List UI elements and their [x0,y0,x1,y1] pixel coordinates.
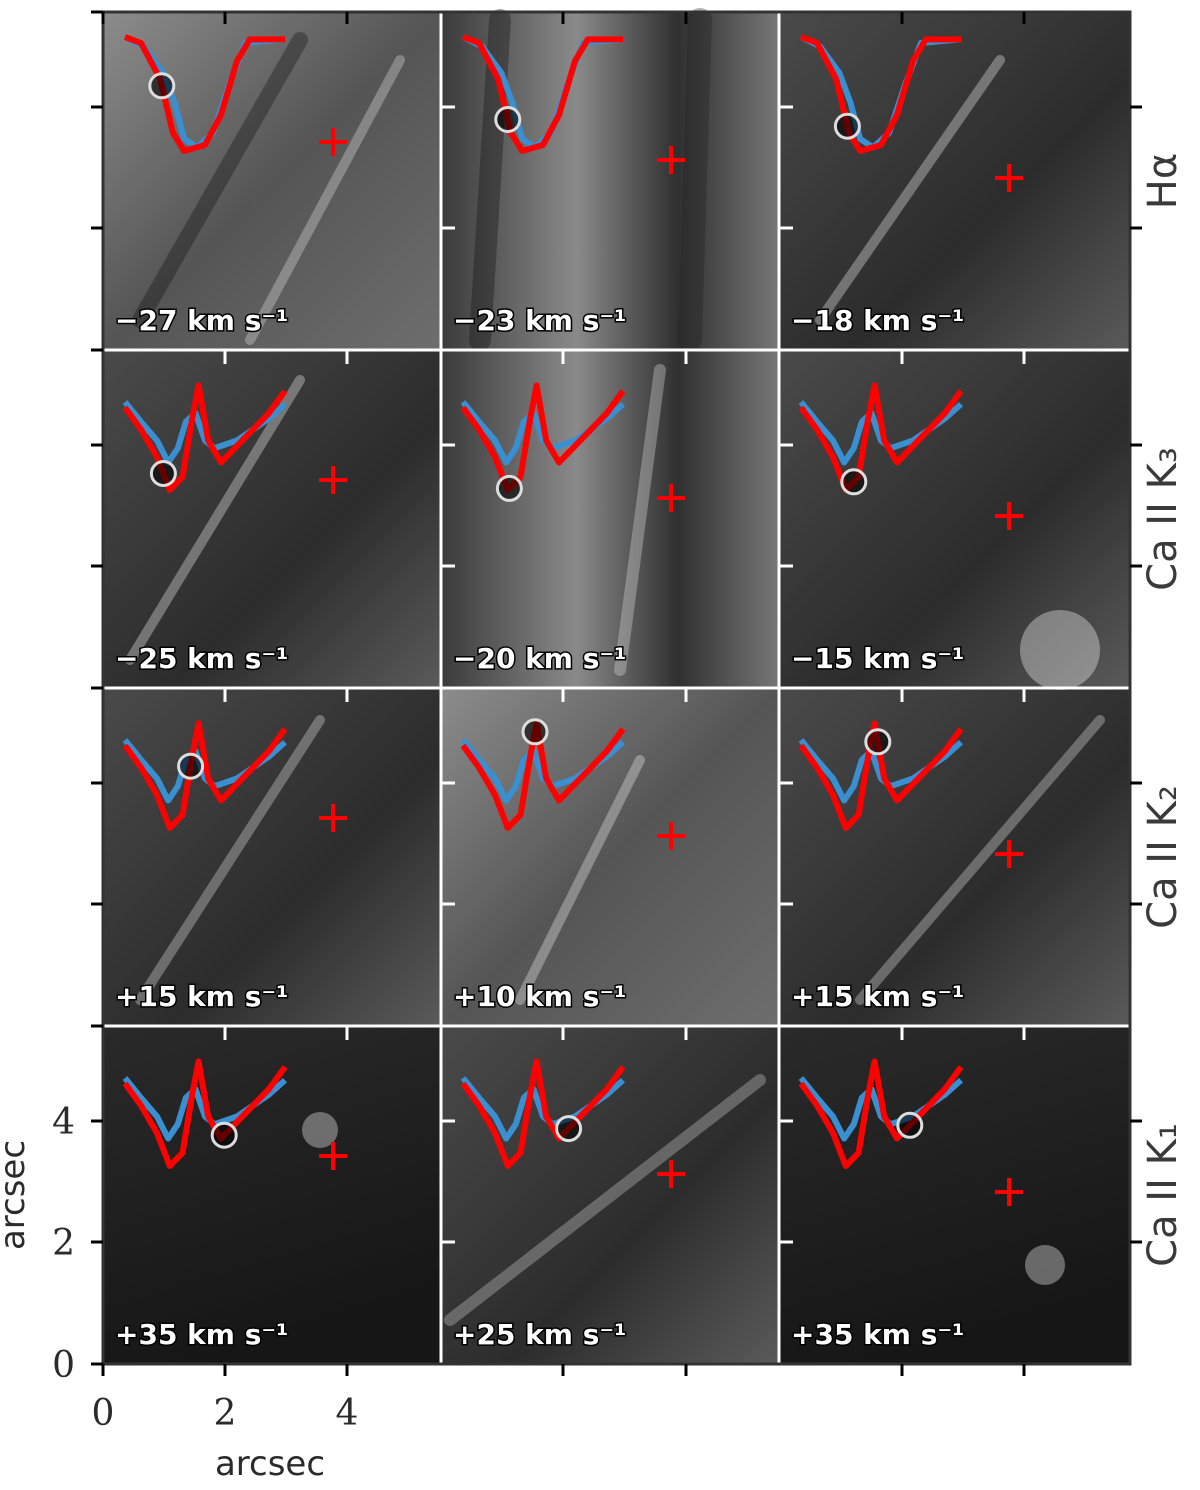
position-marker-plus [319,804,347,832]
red-profile-line [461,34,623,154]
red-profile-line [122,382,288,493]
wavelength-marker-circle [494,106,522,133]
position-marker-plus [995,164,1023,192]
velocity-label: −25 km s⁻¹ [115,642,288,675]
position-marker-plus [657,484,685,512]
position-marker-plus [657,822,685,850]
inner-ticks [223,105,1026,1244]
panel-r2c1-image [103,350,441,688]
red-profile-line [122,1058,288,1169]
row-label-h-alpha: Hα [1140,153,1186,209]
wavelength-marker-circle [210,1121,238,1149]
red-profile-line [798,382,964,493]
row-label-ca-k3: Ca II K₃ [1140,447,1186,591]
panel-overlays: −27 km s⁻¹ −23 km s⁻¹ −18 km s⁻¹ −25 km s⁻¹… [114,34,1023,1353]
wavelength-marker-circle [864,728,892,756]
velocity-label: −15 km s⁻¹ [791,642,964,675]
position-marker-plus [995,502,1023,530]
velocity-label: +10 km s⁻¹ [453,980,626,1013]
wavelength-marker-circle [149,460,177,487]
y-tick-label-0: 0 [52,1345,75,1386]
velocity-label: −23 km s⁻¹ [453,304,626,337]
position-marker-plus [995,840,1023,868]
wavelength-marker-circle [177,752,205,780]
wavelength-marker-circle [495,474,523,502]
red-profile-line [460,382,626,493]
velocity-label: −18 km s⁻¹ [791,304,964,337]
red-profile-line [798,720,964,831]
position-marker-plus [319,1142,347,1170]
panel-r4c1-image [103,1026,441,1364]
wavelength-marker-circle [840,468,868,496]
y-tick-label-4: 4 [52,1102,75,1143]
axis-tick-labels: 0 2 4 0 2 4 [52,1102,358,1434]
velocity-label: −20 km s⁻¹ [453,642,626,675]
position-marker-plus [657,1160,685,1188]
x-axis-title: arcsec [215,1444,325,1484]
velocity-label: +35 km s⁻¹ [115,1318,288,1351]
row-labels: Hα Ca II K₃ Ca II K₂ Ca II K₁ [1140,153,1186,1267]
wavelength-marker-circle [148,72,176,100]
wavelength-marker-circle [833,112,861,140]
velocity-label: +25 km s⁻¹ [453,1318,626,1351]
position-marker-plus [319,128,347,156]
x-tick-label-0: 0 [92,1393,115,1434]
red-profile-line [122,720,288,831]
velocity-label: +35 km s⁻¹ [791,1318,964,1351]
panel-r3c2-image [441,688,779,1026]
position-marker-plus [995,1178,1023,1206]
red-profile-line [123,34,285,154]
outer-ticks [91,10,1142,1376]
panel-separators [103,12,1130,1364]
red-profile-line [460,1058,626,1169]
velocity-label: +15 km s⁻¹ [791,980,964,1013]
y-axis-title: arcsec [0,1140,33,1250]
red-profile-line [798,1058,964,1169]
x-tick-label-2: 2 [214,1393,237,1434]
velocity-label: +15 km s⁻¹ [115,980,288,1013]
position-marker-plus [657,146,685,174]
panel-r2c2-image [441,350,779,688]
velocity-label: −27 km s⁻¹ [115,304,288,337]
position-marker-plus [319,466,347,494]
row-label-ca-k2: Ca II K₂ [1140,785,1186,929]
wavelength-marker-circle [521,718,549,746]
red-profile-line [799,34,961,154]
wavelength-marker-circle [896,1111,924,1139]
x-tick-label-4: 4 [336,1393,359,1434]
wavelength-marker-circle [555,1115,583,1143]
image-panels [103,12,1130,1364]
y-tick-label-2: 2 [52,1223,75,1264]
row-label-ca-k1: Ca II K₁ [1140,1123,1186,1267]
